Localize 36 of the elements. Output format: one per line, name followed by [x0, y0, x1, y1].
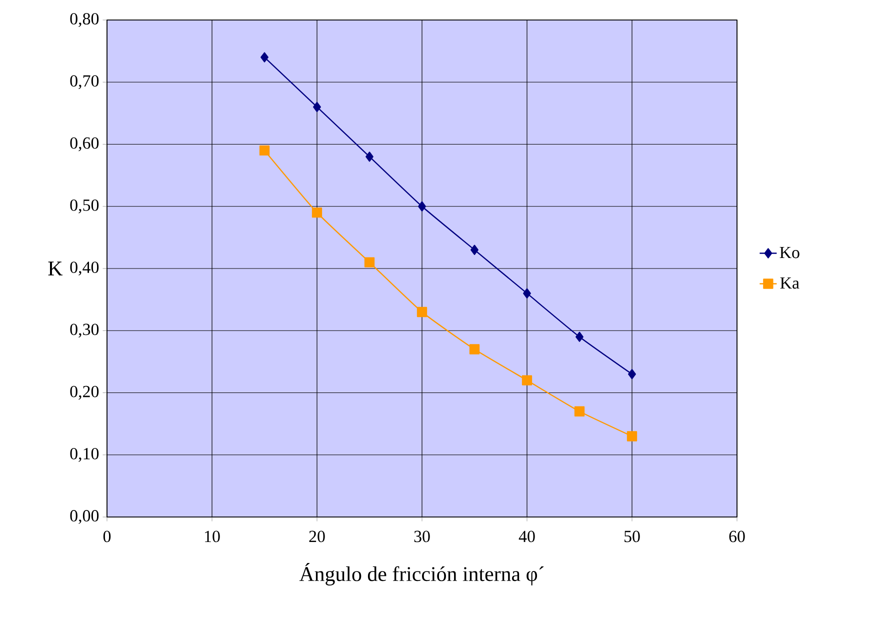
- point: [628, 369, 636, 380]
- x-tick-label: 50: [624, 530, 640, 542]
- point: [313, 102, 321, 112]
- point: [260, 52, 268, 62]
- point: [523, 288, 531, 298]
- y-tick-label: 0,70: [70, 75, 99, 90]
- point: [522, 375, 532, 386]
- x-tick-label: 40: [518, 530, 535, 542]
- point: [416, 306, 428, 318]
- x-tick-label: 30: [414, 530, 430, 542]
- x-tick-label: 0: [103, 530, 111, 542]
- point: [364, 257, 375, 268]
- point: [470, 244, 478, 255]
- point: [574, 406, 585, 416]
- y-tick-label: 0,60: [70, 137, 99, 152]
- point: [626, 431, 638, 442]
- y-tick-label: 0,80: [70, 13, 99, 27]
- x-tick-label: 20: [309, 530, 325, 542]
- point: [418, 201, 426, 212]
- y-tick-label: 0,00: [70, 510, 99, 524]
- point: [312, 208, 322, 218]
- y-axis-title: K: [48, 262, 63, 276]
- legend-label: Ko: [780, 246, 800, 258]
- point: [469, 344, 480, 354]
- point: [259, 145, 270, 156]
- x-tick-label: 10: [205, 530, 220, 542]
- point: [366, 152, 374, 162]
- y-tick-label: 0,50: [70, 199, 99, 214]
- y-tick-label: 0,20: [70, 386, 99, 400]
- y-tick-label: 0,10: [70, 448, 99, 462]
- y-tick-label: 0,40: [70, 262, 99, 276]
- point: [576, 332, 584, 342]
- y-tick-label: 0,30: [70, 324, 99, 338]
- x-axis-title: Ángulo de fricción interna φ´: [299, 562, 544, 586]
- legend-label: Ka: [780, 277, 800, 289]
- x-tick-label: 60: [729, 530, 745, 542]
